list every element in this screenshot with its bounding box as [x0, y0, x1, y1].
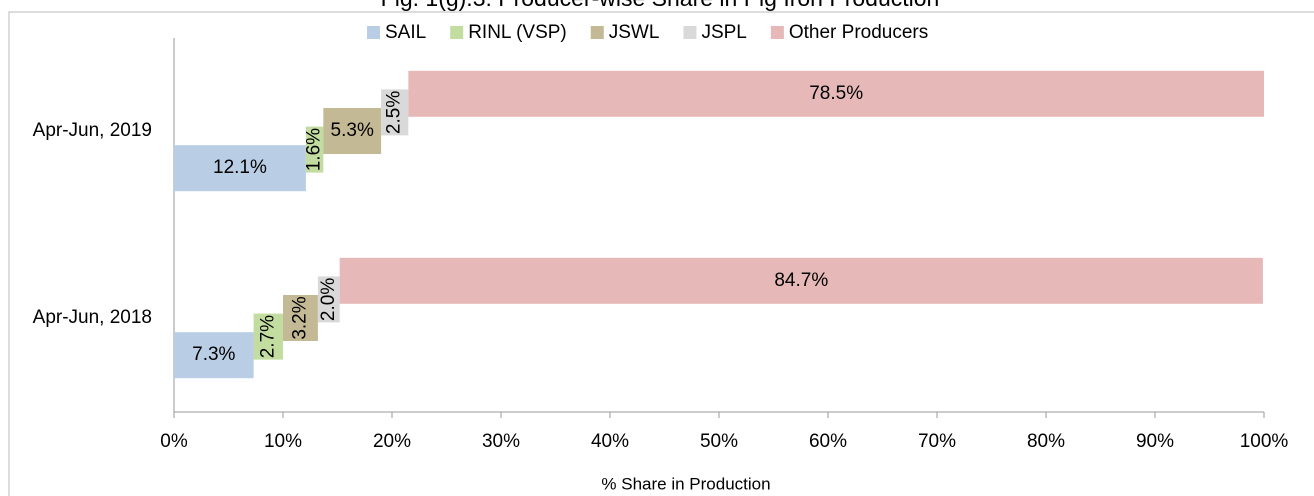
bar — [408, 70, 1265, 117]
x-axis-label: % Share in Production — [601, 474, 770, 493]
legend-swatch — [683, 26, 697, 39]
data-label: 84.7% — [774, 270, 828, 291]
chart-frame — [8, 11, 1314, 496]
x-tick-label: 100% — [1240, 431, 1289, 452]
bar — [253, 313, 283, 360]
data-label: 3.2% — [289, 296, 310, 339]
x-tick-label: 90% — [1136, 431, 1174, 452]
x-tick-label: 40% — [591, 431, 629, 452]
legend-label: RINL (VSP) — [468, 22, 567, 43]
data-label: 2.5% — [384, 91, 405, 134]
data-label: 78.5% — [809, 83, 863, 104]
data-label: 12.1% — [213, 157, 267, 178]
data-label: 5.3% — [331, 120, 374, 141]
y-tick-label: Apr-Jun, 2018 — [33, 307, 152, 328]
x-tick-label: 20% — [373, 431, 411, 452]
bar — [339, 257, 1263, 304]
x-tick-label: 10% — [264, 431, 302, 452]
data-label: 2.7% — [257, 315, 278, 358]
bar — [381, 89, 409, 136]
bar — [317, 276, 340, 323]
legend-swatch — [367, 26, 380, 39]
x-tick-label: 50% — [700, 431, 738, 452]
x-tick-label: 70% — [918, 431, 956, 452]
bar — [283, 295, 318, 341]
y-tick-label: Apr-Jun, 2019 — [33, 120, 152, 141]
bar — [305, 126, 324, 173]
bar — [174, 145, 306, 192]
x-tick-label: 30% — [482, 431, 520, 452]
legend-label: JSWL — [609, 22, 660, 43]
bar — [174, 332, 254, 379]
data-label: 7.3% — [192, 344, 235, 365]
data-label: 1.6% — [304, 128, 325, 171]
bar — [323, 108, 382, 154]
legend-label: Other Producers — [789, 22, 928, 43]
legend-label: JSPL — [701, 22, 746, 43]
chart-title: Fig. 1(g).3: Producer-wise Share in Pig … — [381, 0, 940, 11]
legend-swatch — [770, 26, 784, 39]
data-label: 2.0% — [318, 278, 339, 321]
legend-swatch — [450, 26, 464, 39]
x-tick-label: 0% — [160, 431, 188, 452]
legend-label: SAIL — [385, 22, 426, 43]
legend-swatch — [590, 26, 604, 39]
x-tick-label: 80% — [1027, 431, 1065, 452]
x-tick-label: 60% — [809, 431, 847, 452]
